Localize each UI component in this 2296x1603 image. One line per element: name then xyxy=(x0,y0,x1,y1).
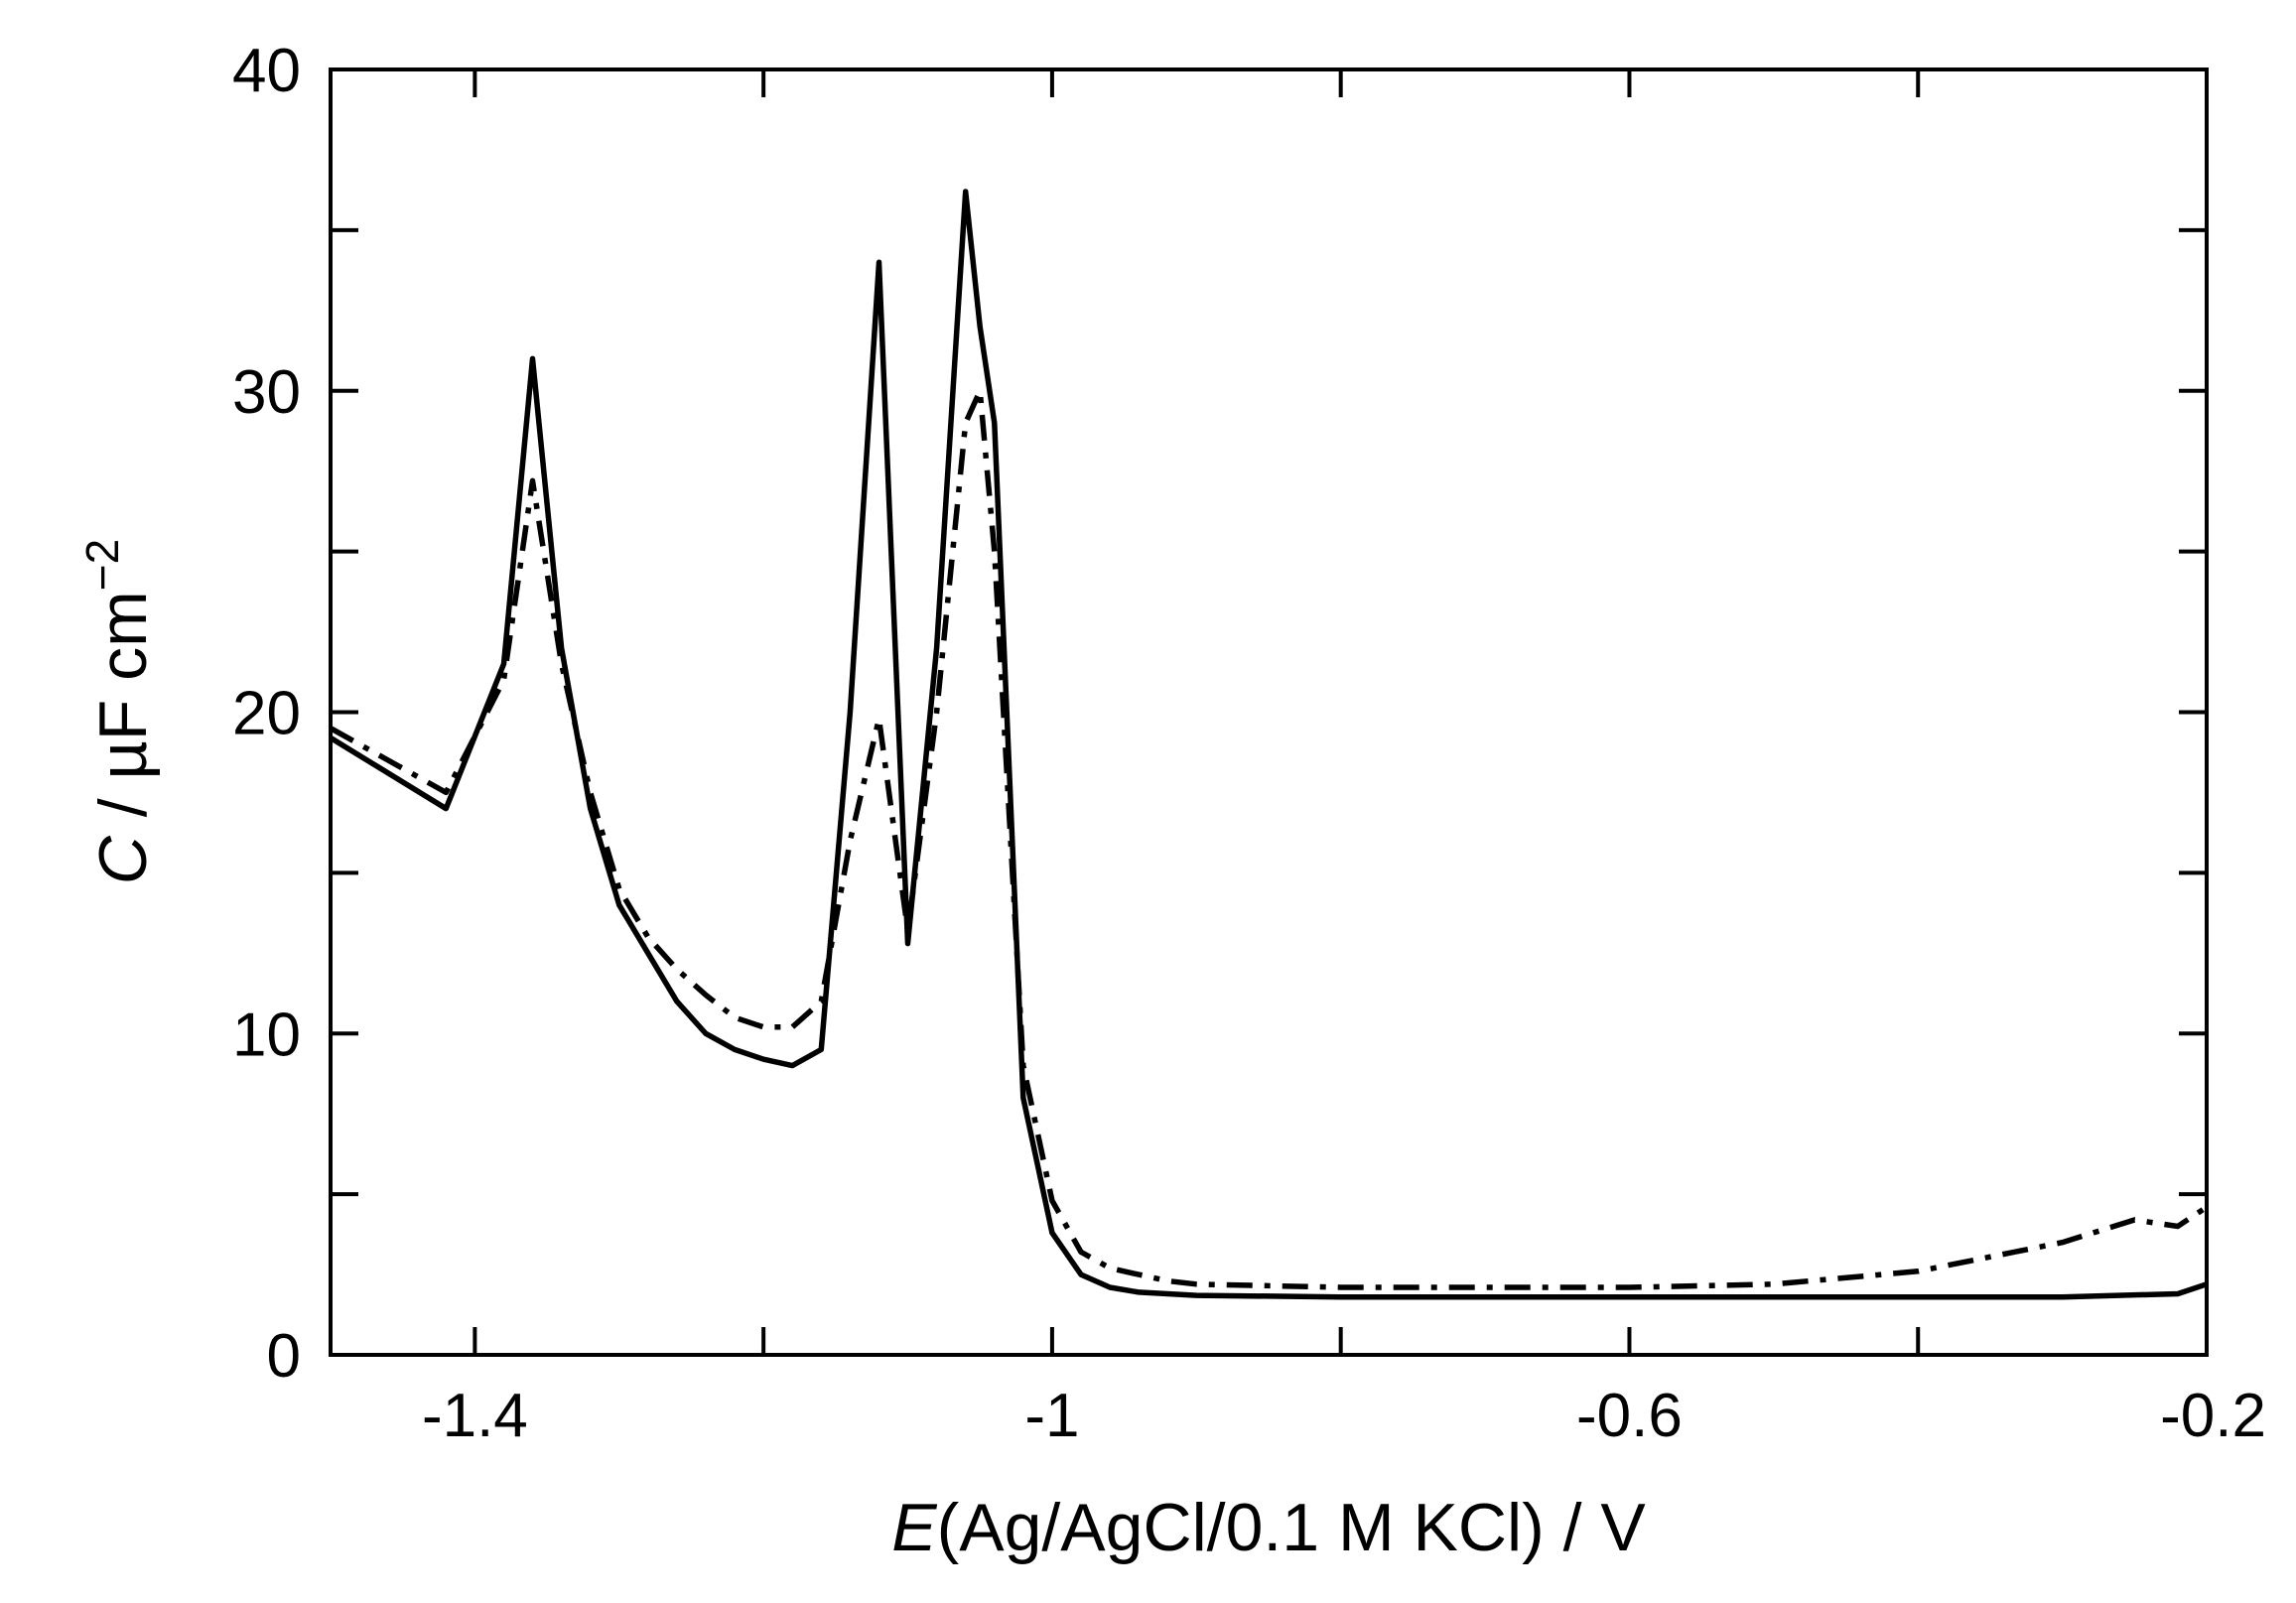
y-axis-label: C / µF cm−2 xyxy=(76,539,161,885)
y-axis-ticks xyxy=(331,67,2207,1357)
x-axis-label-symbol: E xyxy=(891,1490,937,1565)
y-tick-label: 20 xyxy=(232,680,301,748)
plot-frame xyxy=(329,67,2209,1357)
x-tick-label: -1 xyxy=(1024,1382,1079,1450)
y-axis-label-symbol: C xyxy=(85,835,161,884)
x-axis-label-text: (Ag/AgCl/0.1 M KCl) / V xyxy=(937,1490,1647,1565)
y-axis-tick-labels: 0 10 20 30 40 xyxy=(232,37,301,1391)
y-axis-label-exponent: −2 xyxy=(76,539,128,591)
series-layer xyxy=(329,189,2209,1300)
x-tick-label: -1.4 xyxy=(422,1382,528,1450)
x-tick-label: -0.2 xyxy=(2160,1382,2266,1450)
series-line-solid xyxy=(329,189,2208,1300)
x-axis-tick-labels: -1.4 -1 -0.6 -0.2 xyxy=(422,1382,2266,1450)
x-tick-label: -0.6 xyxy=(1576,1382,1683,1450)
y-tick-label: 10 xyxy=(232,1001,301,1069)
y-axis-label-text: / µF cm xyxy=(85,591,161,836)
y-tick-label: 30 xyxy=(232,358,301,427)
x-axis-ticks xyxy=(473,69,2209,1355)
series-line-dash-dot xyxy=(329,388,2209,1290)
x-axis-label: E(Ag/AgCl/0.1 M KCl) / V xyxy=(891,1490,1646,1565)
y-tick-label: 40 xyxy=(232,37,301,105)
y-tick-label: 0 xyxy=(267,1322,301,1391)
